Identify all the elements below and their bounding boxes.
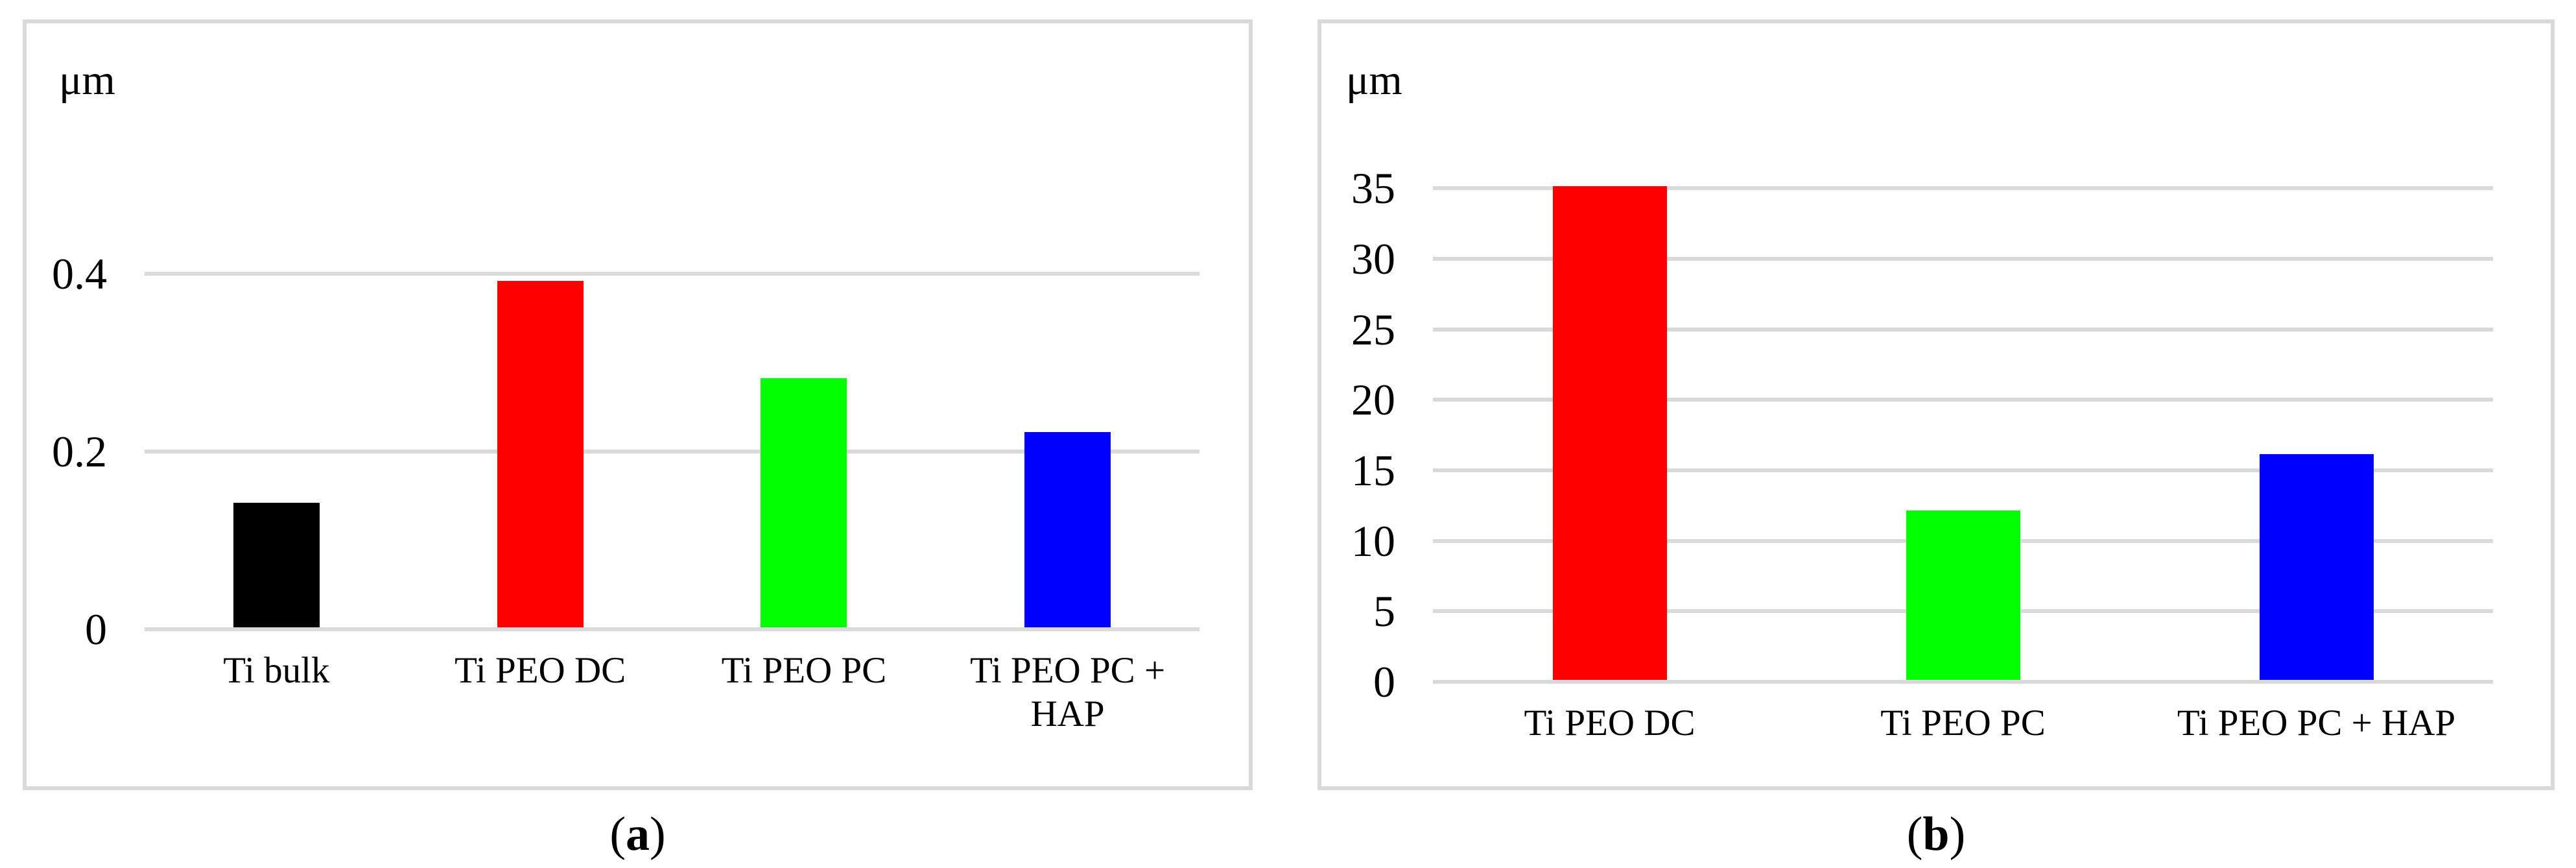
bar-ti-peo-dc: [497, 280, 584, 627]
y-tick-label-5: 5: [1373, 586, 1395, 636]
y-tick-label-0: 0: [1373, 657, 1395, 706]
gridline-0: [145, 627, 1199, 631]
gridline-30: [1433, 256, 2493, 261]
y-tick-label-10: 10: [1351, 516, 1395, 566]
caption-b-letter: b: [1922, 808, 1950, 861]
bar-ti-bulk: [233, 503, 320, 627]
y-tick-label-25: 25: [1351, 304, 1395, 354]
y-axis-unit-label-a: μm: [59, 56, 115, 104]
y-axis-unit-label-b: μm: [1346, 56, 1402, 104]
bar-ti-peo-pc-hap: [2259, 454, 2374, 680]
caption-a: (a): [23, 801, 1253, 868]
caption-a-letter: a: [626, 808, 650, 861]
bar-ti-peo-pc: [1906, 511, 2020, 680]
x-category-label-ti-peo-pc-hap: Ti PEO PC + HAP: [2177, 703, 2456, 743]
x-category-label-ti-bulk: Ti bulk: [223, 650, 330, 691]
y-tick-label-0-4: 0.4: [52, 249, 107, 298]
y-tick-label-35: 35: [1351, 163, 1395, 213]
x-category-label-ti-peo-dc: Ti PEO DC: [455, 650, 626, 691]
caption-a-close-paren: ): [650, 808, 666, 861]
gridline-35: [1433, 186, 2493, 191]
bar-ti-peo-pc: [761, 378, 847, 627]
gridline-0: [1433, 680, 2493, 684]
chart-panel-a: 0 0.2 0.4 Ti bulk Ti PEO DC Ti PEO PC Ti PEO P…: [23, 19, 1253, 790]
y-tick-label-20: 20: [1351, 375, 1395, 425]
caption-b: (b): [1318, 801, 2555, 868]
caption-a-open-paren: (: [609, 808, 626, 861]
x-category-label-ti-peo-pc-hap: Ti PEO PC + HAP: [970, 650, 1166, 735]
x-category-label-ti-peo-pc: Ti PEO PC: [1880, 703, 2046, 743]
y-tick-label-0-2: 0.2: [52, 427, 107, 476]
gridline-25: [1433, 327, 2493, 332]
bar-ti-peo-dc: [1552, 186, 1667, 680]
caption-b-close-paren: ): [1949, 808, 1966, 861]
bar-chart-a: 0 0.2 0.4 Ti bulk Ti PEO DC Ti PEO PC Ti PEO P…: [27, 23, 1249, 786]
bar-chart-b: 0 5 10 15 20 25 30 35 Ti PEO DC Ti PEO PC Ti PEO P…: [1321, 23, 2551, 786]
y-tick-label-30: 30: [1351, 234, 1395, 283]
gridline-20: [1433, 398, 2493, 402]
x-category-label-ti-peo-pc: Ti PEO PC: [721, 650, 887, 691]
y-tick-label-15: 15: [1351, 445, 1395, 495]
gridline-15: [1433, 468, 2493, 472]
x-category-label-ti-peo-dc: Ti PEO DC: [1524, 703, 1696, 743]
y-tick-label-0: 0: [85, 605, 107, 654]
caption-b-open-paren: (: [1906, 808, 1923, 861]
bar-ti-peo-pc-hap: [1024, 431, 1111, 627]
gridline-0-2: [145, 450, 1199, 453]
gridline-0-4: [145, 272, 1199, 276]
chart-panel-b: 0 5 10 15 20 25 30 35 Ti PEO DC Ti PEO PC Ti PEO P…: [1318, 19, 2555, 790]
